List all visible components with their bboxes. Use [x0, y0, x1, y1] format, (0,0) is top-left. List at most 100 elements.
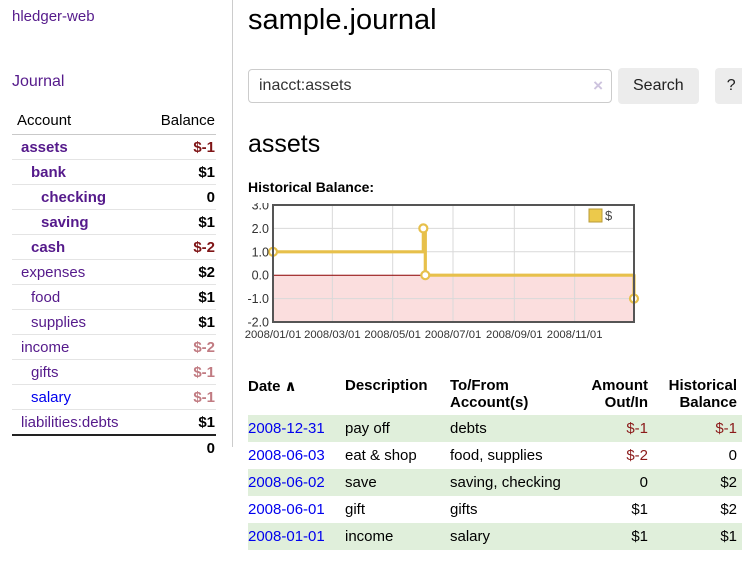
register-column-header[interactable]: Date ∧: [248, 378, 297, 395]
transaction-description: pay off: [345, 420, 390, 437]
account-link[interactable]: saving: [41, 214, 89, 231]
transaction-balance: $1: [720, 528, 737, 545]
account-balance: $-1: [142, 359, 216, 385]
transaction-description: save: [345, 474, 377, 491]
transaction-amount: 0: [639, 474, 648, 491]
sidebar-item-journal[interactable]: Journal: [12, 73, 65, 90]
transaction-amount: $1: [631, 501, 648, 518]
page-title: sample.journal: [248, 4, 437, 36]
clear-search-icon[interactable]: ×: [593, 76, 603, 95]
main-content: sample.journal × Search ? assets Histori…: [233, 0, 742, 550]
account-balance: $-2: [142, 334, 216, 360]
account-link[interactable]: liabilities:debts: [21, 414, 119, 431]
transaction-balance: $2: [720, 501, 737, 518]
transaction-date-link[interactable]: 2008-06-03: [248, 447, 325, 464]
register-table: Date ∧ Description To/From Account(s) Amount…: [248, 373, 742, 550]
search-input[interactable]: [248, 69, 612, 103]
account-row: gifts $-1: [12, 359, 216, 385]
transaction-accounts: salary: [450, 528, 491, 545]
account-link[interactable]: checking: [41, 189, 107, 206]
register-table-body: 2008-12-31 pay off debts $-1 $-1 2008-06-03 ea…: [248, 415, 742, 550]
account-row: cash $-2: [12, 234, 216, 260]
sidebar: hledger-web Journal Account Balance asse…: [0, 0, 233, 460]
accounts-table: Account Balance assets $-1 bank $1 checking 0…: [12, 109, 216, 460]
transaction-amount: $-1: [626, 420, 648, 437]
register-column-header: Description: [345, 377, 428, 394]
sort-ascending-icon[interactable]: ∧: [284, 378, 297, 395]
page: hledger-web Journal Account Balance asse…: [0, 0, 742, 550]
account-row: bank $1: [12, 159, 216, 185]
search-box: ×: [248, 69, 612, 103]
transaction-row: 2008-01-01 income salary $1 $1: [248, 523, 742, 550]
transaction-balance: $-1: [715, 420, 737, 437]
account-link[interactable]: bank: [31, 164, 67, 181]
register-header-row: Date ∧ Description To/From Account(s) Amount…: [248, 373, 742, 415]
account-balance: 0: [142, 184, 216, 210]
transaction-date-link[interactable]: 2008-12-31: [248, 420, 325, 437]
account-link[interactable]: income: [21, 339, 70, 356]
transaction-description: income: [345, 528, 394, 545]
register-column-header: Amount Out/In: [591, 377, 648, 411]
register-column-header: To/From Account(s): [450, 377, 529, 411]
transaction-description: gift: [345, 501, 366, 518]
account-link[interactable]: salary: [31, 389, 72, 406]
svg-text:2008/05/01: 2008/05/01: [364, 329, 421, 341]
transaction-accounts: saving, checking: [450, 474, 561, 491]
account-balance: $1: [142, 309, 216, 335]
transaction-row: 2008-06-01 gift gifts $1 $2: [248, 496, 742, 523]
transaction-row: 2008-06-03 eat & shop food, supplies $-2 0: [248, 442, 742, 469]
account-link[interactable]: expenses: [21, 264, 86, 281]
transaction-accounts: food, supplies: [450, 447, 543, 464]
transaction-date-link[interactable]: 2008-01-01: [248, 528, 325, 545]
transaction-amount: $1: [631, 528, 648, 545]
account-row: assets $-1: [12, 135, 216, 160]
transaction-date-link[interactable]: 2008-06-02: [248, 474, 325, 491]
transaction-accounts: gifts: [450, 501, 478, 518]
account-row: salary $-1: [12, 384, 216, 410]
account-row: income $-2: [12, 334, 216, 360]
svg-text:1.0: 1.0: [252, 245, 269, 259]
account-link[interactable]: food: [31, 289, 61, 306]
account-link[interactable]: assets: [21, 139, 68, 156]
accounts-total: 0: [142, 434, 216, 460]
account-heading: assets: [248, 130, 321, 158]
account-link[interactable]: gifts: [31, 364, 59, 381]
svg-text:2.0: 2.0: [252, 222, 269, 236]
help-button[interactable]: ?: [714, 68, 742, 104]
register-column-header: Historical Balance: [668, 377, 737, 411]
account-balance: $-2: [142, 234, 216, 260]
svg-text:$: $: [605, 208, 613, 223]
account-link[interactable]: supplies: [31, 314, 87, 331]
account-balance: $1: [142, 209, 216, 235]
svg-text:2008/11/01: 2008/11/01: [547, 329, 603, 341]
transaction-row: 2008-06-02 save saving, checking 0 $2: [248, 469, 742, 496]
account-balance: $-1: [142, 384, 216, 410]
transaction-date-link[interactable]: 2008-06-01: [248, 501, 325, 518]
search-button[interactable]: Search: [618, 68, 699, 104]
brand-link[interactable]: hledger-web: [12, 8, 95, 25]
account-row: liabilities:debts $1: [12, 409, 216, 435]
svg-text:2008/01/01: 2008/01/01: [245, 329, 302, 341]
transaction-balance: $2: [720, 474, 737, 491]
account-row: supplies $1: [12, 309, 216, 335]
transaction-amount: $-2: [626, 447, 648, 464]
account-balance: $1: [142, 284, 216, 310]
account-link[interactable]: cash: [31, 239, 66, 256]
svg-text:2008/07/01: 2008/07/01: [425, 329, 482, 341]
svg-text:0.0: 0.0: [252, 269, 269, 283]
chart-title: Historical Balance:: [248, 179, 375, 195]
account-row: saving $1: [12, 209, 216, 235]
accounts-header-account: Account: [12, 109, 143, 135]
accounts-header-balance: Balance: [142, 109, 216, 135]
account-row: food $1: [12, 284, 216, 310]
transaction-balance: 0: [728, 447, 737, 464]
svg-text:3.0: 3.0: [252, 203, 269, 213]
transaction-description: eat & shop: [345, 447, 417, 464]
svg-text:-2.0: -2.0: [247, 316, 269, 330]
transaction-accounts: debts: [450, 420, 487, 437]
search-bar: × Search ?: [248, 68, 742, 104]
account-row: checking 0: [12, 184, 216, 210]
account-balance: $2: [142, 259, 216, 285]
svg-text:2008/09/01: 2008/09/01: [486, 329, 543, 341]
